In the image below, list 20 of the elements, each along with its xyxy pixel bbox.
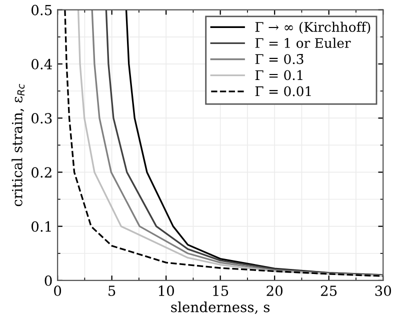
y-tick-label: 0.4 <box>32 58 52 70</box>
x-tick-label: 25 <box>320 286 337 296</box>
legend-label: Γ = 0.1 <box>255 70 302 80</box>
x-tick-label: 0 <box>54 286 62 296</box>
x-tick-label: 5 <box>108 286 116 296</box>
y-axis-title: critical strain, ε$_{Rc}$ <box>12 84 25 206</box>
y-tick-label: 0.1 <box>32 221 51 232</box>
y-tick-label: 0.2 <box>32 167 52 178</box>
y-tick-label: 0.3 <box>32 113 52 124</box>
y-tick-label: 0.5 <box>32 4 52 16</box>
x-axis-title: slenderness, s <box>171 302 270 314</box>
legend-label: Γ → ∞ (Kirchhoff) <box>255 22 370 34</box>
x-tick-label: 15 <box>213 286 228 296</box>
x-tick-label: 20 <box>266 286 283 296</box>
x-tick-label: 10 <box>158 286 174 296</box>
legend-label: Γ = 0.01 <box>255 86 311 96</box>
legend-label: Γ = 1 or Euler <box>255 38 351 48</box>
y-tick-label: 0 <box>44 275 52 286</box>
legend-label: Γ = 0.3̄ <box>255 54 304 64</box>
x-tick-label: 30 <box>375 286 392 296</box>
